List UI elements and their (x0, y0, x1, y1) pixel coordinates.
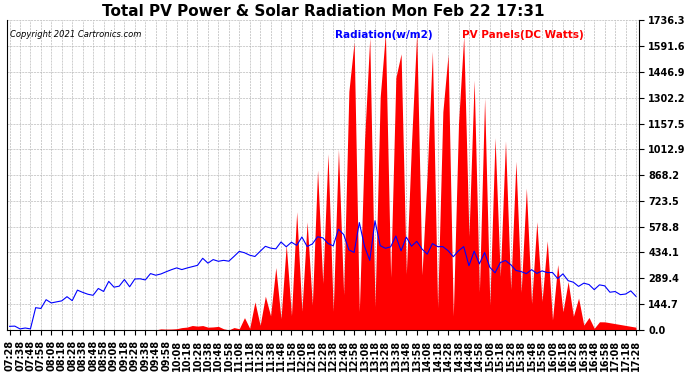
Text: Copyright 2021 Cartronics.com: Copyright 2021 Cartronics.com (10, 30, 141, 39)
Text: PV Panels(DC Watts): PV Panels(DC Watts) (462, 30, 584, 40)
Title: Total PV Power & Solar Radiation Mon Feb 22 17:31: Total PV Power & Solar Radiation Mon Feb… (101, 4, 544, 19)
Text: Radiation(w/m2): Radiation(w/m2) (335, 30, 433, 40)
